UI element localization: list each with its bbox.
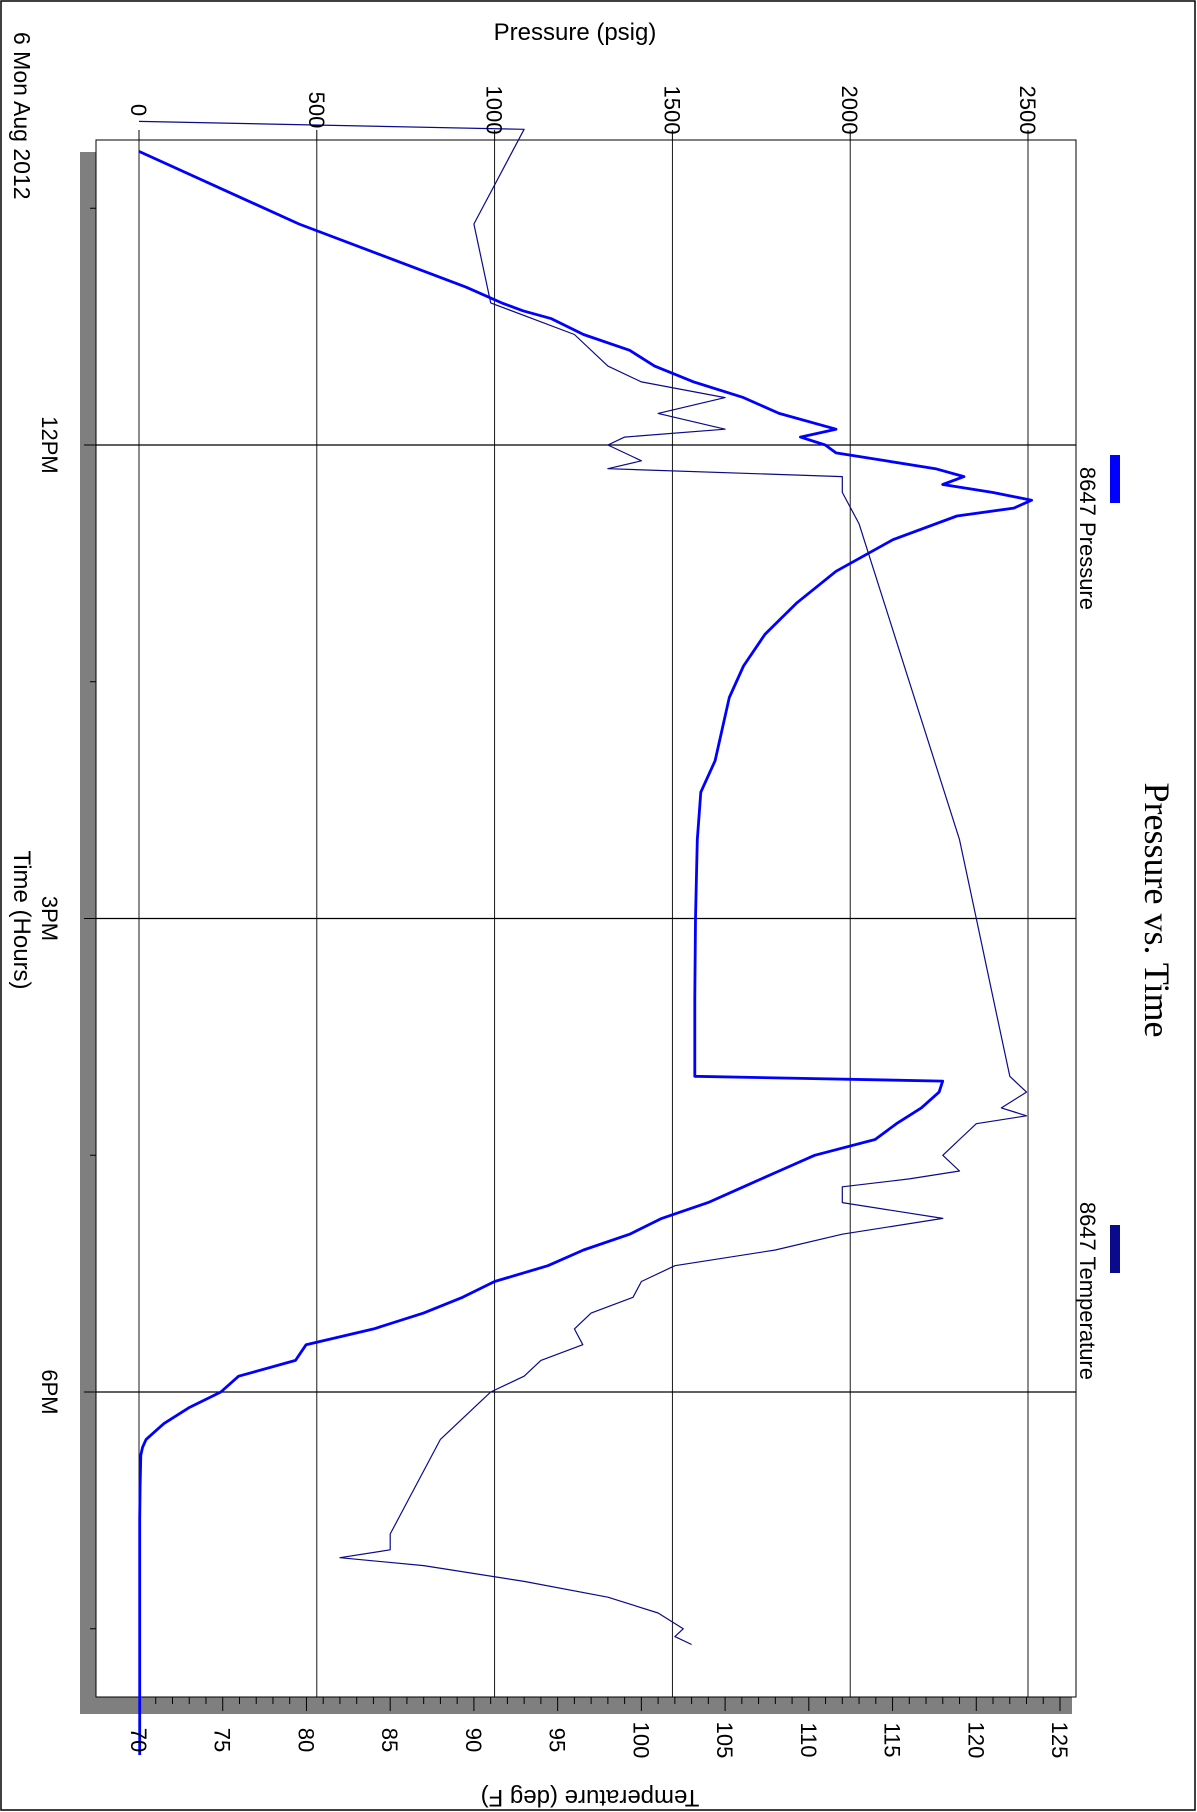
temperature-tick-label-105: 105 bbox=[712, 1722, 737, 1759]
temperature-tick-label-115: 115 bbox=[880, 1722, 905, 1757]
temperature-axis-label: Temperature (deg F) bbox=[481, 1784, 700, 1811]
legend-label-8647-temperature: 8647 Temperature bbox=[1075, 1202, 1100, 1380]
tick-marks bbox=[84, 130, 1061, 1711]
temperature-tick-label-100: 100 bbox=[628, 1722, 653, 1759]
pressure-tick-label-500: 500 bbox=[304, 92, 329, 129]
series-line-8647-pressure bbox=[138, 150, 1033, 1755]
temperature-tick-label-90: 90 bbox=[461, 1728, 486, 1752]
temperature-tick-label-85: 85 bbox=[377, 1728, 402, 1752]
temperature-tick-label-95: 95 bbox=[545, 1728, 570, 1752]
temperature-tick-label-125: 125 bbox=[1047, 1722, 1072, 1759]
pressure-tick-label-2500: 2500 bbox=[1015, 86, 1040, 135]
x-axis-label: Time (Hours) bbox=[8, 850, 35, 989]
series-lines bbox=[138, 120, 1033, 1755]
temperature-tick-label-120: 120 bbox=[963, 1722, 988, 1759]
series-line-8647-temperature bbox=[138, 120, 1028, 1646]
temperature-tick-label-80: 80 bbox=[293, 1728, 318, 1752]
pressure-tick-label-2000: 2000 bbox=[837, 86, 862, 135]
legend-swatch-8647-pressure bbox=[1110, 455, 1120, 503]
tick-labels: 0 500 1000 1500 2000 2500 12PM 3PM 6PM 70 75 80 85 90… bbox=[37, 86, 1072, 1759]
date-label: 6 Mon Aug 2012 bbox=[9, 32, 35, 200]
time-tick-label-6PM: 6PM bbox=[37, 1369, 62, 1414]
pressure-tick-label-1500: 1500 bbox=[659, 86, 684, 135]
temperature-tick-label-70: 70 bbox=[126, 1728, 151, 1752]
time-tick-label-3PM: 3PM bbox=[37, 896, 62, 941]
temperature-tick-label-75: 75 bbox=[210, 1728, 235, 1752]
legend-swatch-8647-temperature bbox=[1110, 1225, 1120, 1273]
legend: 8647 Pressure 8647 Temperature bbox=[1075, 455, 1120, 1380]
plot-shadow-bottom bbox=[80, 1697, 1072, 1714]
pressure-tick-label-1000: 1000 bbox=[482, 86, 507, 135]
temperature-tick-label-110: 110 bbox=[796, 1722, 821, 1757]
pressure-axis-label: Pressure (psig) bbox=[494, 19, 657, 46]
gridlines bbox=[96, 140, 1076, 1697]
plot-shadow-left bbox=[80, 152, 96, 1714]
time-tick-label-12PM: 12PM bbox=[37, 416, 62, 473]
legend-label-8647-pressure: 8647 Pressure bbox=[1075, 467, 1100, 610]
chart-title: Pressure vs. Time bbox=[1137, 782, 1177, 1037]
pressure-tick-label-0: 0 bbox=[126, 104, 151, 116]
